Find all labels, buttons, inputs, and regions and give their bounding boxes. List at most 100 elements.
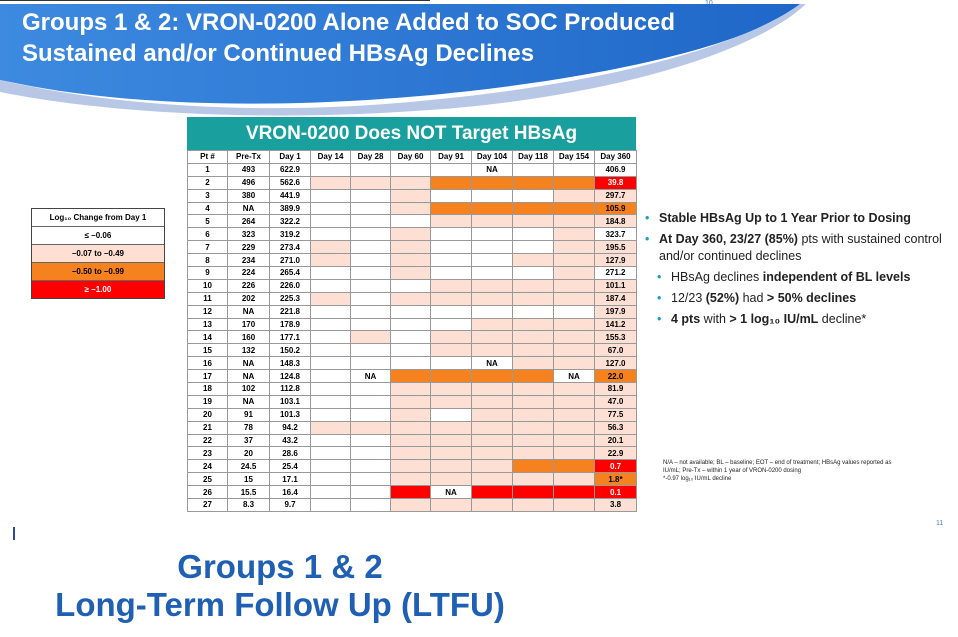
table-cell (310, 162, 351, 177)
table-cell: 322.2 (269, 214, 311, 229)
table-cell (471, 291, 513, 306)
table-cell (390, 304, 431, 319)
table-row: 24 24.5 25.4 0.7 (187, 459, 637, 474)
table-cell (512, 175, 554, 190)
table-cell: 15 (187, 343, 228, 358)
table-cell: 5 (187, 214, 228, 229)
table-cell-day360: 197.9 (594, 304, 637, 319)
table-cell (350, 446, 391, 461)
table-cell (471, 433, 513, 448)
legend-title: Log₁₀ Change from Day 1 (32, 209, 164, 226)
table-cell (430, 162, 472, 177)
table-cell (390, 420, 431, 435)
table-cell: 323 (227, 227, 270, 242)
table-cell (471, 472, 513, 487)
table-cell: 13 (187, 317, 228, 332)
table-cell (310, 498, 351, 512)
table-cell (310, 330, 351, 345)
bullet-day360: • At Day 360, 23/27 (85%) pts with susta… (645, 231, 955, 265)
footnote-line-2: *-0.97 log₁₀ IU/mL decline (663, 476, 732, 482)
table-cell (390, 433, 431, 448)
table-cell (471, 382, 513, 396)
table-cell (350, 175, 391, 190)
table-cell-day360: 271.2 (594, 266, 637, 280)
table-cell-day360: 1.8* (594, 472, 637, 487)
table-cell (553, 382, 595, 396)
table-cell (390, 227, 431, 242)
table-row: 23 20 28.6 22.9 (187, 446, 637, 461)
table-cell (553, 485, 595, 500)
table-cell-day360: 187.4 (594, 291, 637, 306)
table-cell (553, 253, 595, 268)
subbullet-52pct: • 12/23 (52%) had > 50% declines (645, 290, 955, 307)
table-cell: 16.4 (269, 485, 311, 500)
table-cell (310, 356, 351, 371)
table-cell (512, 382, 554, 396)
table-cell: 221.8 (269, 304, 311, 319)
table-cell: 562.6 (269, 175, 311, 190)
table-cell: 3 (187, 188, 228, 203)
table-cell (430, 498, 472, 512)
table-cell (350, 394, 391, 409)
table-cell (553, 304, 595, 319)
table-cell (553, 343, 595, 358)
table-cell (310, 420, 351, 435)
column-header: Day 14 (310, 150, 351, 164)
table-header-row: Pt # Pre-Tx Day 1 Day 14 Day 28 Day 60 Day 91 D… (187, 150, 637, 164)
table-cell: 9.7 (269, 498, 311, 512)
table-cell: 14 (187, 330, 228, 345)
table-cell (350, 278, 391, 293)
table-cell-day360: 0.1 (594, 485, 637, 500)
subbullet-3-tail: decline* (818, 312, 867, 326)
table-cell (512, 266, 554, 280)
table-cell (471, 369, 513, 384)
table-cell (553, 330, 595, 345)
table-cell (553, 278, 595, 293)
table-cell-day360: 105.9 (594, 201, 637, 216)
table-cell (430, 446, 472, 461)
table-cell: 271.0 (269, 253, 311, 268)
table-cell (471, 188, 513, 203)
table-cell: 225.3 (269, 291, 311, 306)
table-cell (350, 433, 391, 448)
table-cell (430, 266, 472, 280)
table-cell (512, 498, 554, 512)
footnote-line-1: N/A – not available; BL – baseline; EOT … (663, 460, 892, 474)
table-cell (350, 162, 391, 177)
table-cell (553, 446, 595, 461)
table-row: 13 170 178.9 141.2 (187, 317, 637, 332)
table-cell (310, 291, 351, 306)
table-cell (430, 459, 472, 474)
table-cell (430, 317, 472, 332)
table-cell (512, 304, 554, 319)
table-cell-day360: 155.3 (594, 330, 637, 345)
table-cell (390, 266, 431, 280)
table-cell (471, 459, 513, 474)
table-cell (310, 472, 351, 487)
table-cell (471, 394, 513, 409)
table-cell (310, 446, 351, 461)
table-cell: 103.1 (269, 394, 311, 409)
table-row: 6 323 319.2 323.7 (187, 227, 637, 242)
table-cell (430, 201, 472, 216)
subbullet-3-bold: 4 pts (671, 312, 701, 326)
table-cell (390, 356, 431, 371)
table-cell (430, 227, 472, 242)
table-cell (390, 253, 431, 268)
table-cell (430, 214, 472, 229)
table-row: 26 15.5 16.4 NA 0.1 (187, 485, 637, 500)
table-cell (512, 317, 554, 332)
table-cell: 380 (227, 188, 270, 203)
subbullet-4pts: • 4 pts with > 1 log₁₀ IU/mL decline* (645, 311, 955, 328)
column-header: Day 360 (594, 150, 637, 164)
table-cell (512, 278, 554, 293)
table-cell (350, 459, 391, 474)
table-cell: NA (471, 162, 513, 177)
table-cell: NA (553, 369, 595, 384)
table-cell (390, 446, 431, 461)
title-banner: Groups 1 & 2: VRON-0200 Alone Added to S… (0, 0, 958, 130)
subbullet-2-bold-2: > 50% declines (766, 291, 857, 305)
table-cell (350, 201, 391, 216)
table-cell (350, 266, 391, 280)
table-cell (553, 214, 595, 229)
